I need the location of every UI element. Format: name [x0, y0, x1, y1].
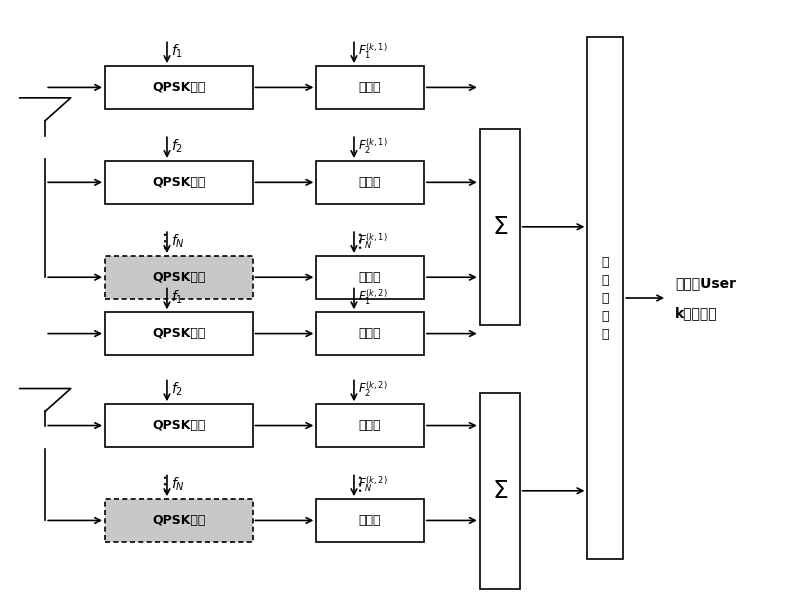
Text: QPSK调制: QPSK调制 — [152, 514, 206, 527]
Text: $f_N$: $f_N$ — [171, 232, 185, 250]
Text: 相关器: 相关器 — [359, 514, 382, 527]
Text: $f_2$: $f_2$ — [171, 381, 183, 398]
Text: $f_2$: $f_2$ — [171, 138, 183, 155]
Bar — [105, 66, 253, 108]
Bar — [105, 161, 253, 204]
Text: QPSK解调: QPSK解调 — [152, 81, 206, 94]
Bar — [316, 404, 424, 447]
Text: $\Sigma$: $\Sigma$ — [491, 479, 508, 503]
Text: $F_{N}^{(k,1)}$: $F_{N}^{(k,1)}$ — [358, 231, 387, 251]
Text: $F_{1}^{(k,2)}$: $F_{1}^{(k,2)}$ — [358, 288, 387, 307]
Text: $F_{2}^{(k,1)}$: $F_{2}^{(k,1)}$ — [358, 136, 387, 156]
Bar — [316, 256, 424, 299]
Text: QPSK解调: QPSK解调 — [152, 327, 206, 340]
Text: $\Sigma$: $\Sigma$ — [491, 215, 508, 239]
Text: $f_N$: $f_N$ — [171, 476, 185, 493]
Bar — [316, 312, 424, 355]
Bar — [316, 499, 424, 542]
Text: 相关器: 相关器 — [359, 327, 382, 340]
Text: 相关器: 相关器 — [359, 419, 382, 432]
Text: 复
用
／
分
集: 复 用 ／ 分 集 — [602, 256, 609, 340]
Bar — [105, 404, 253, 447]
Text: QPSK解调: QPSK解调 — [152, 271, 206, 284]
Bar — [587, 37, 623, 559]
Text: 相关器: 相关器 — [359, 176, 382, 189]
Text: QPSK解调: QPSK解调 — [152, 176, 206, 189]
Text: 恢复的User: 恢复的User — [675, 276, 736, 290]
Bar — [105, 312, 253, 355]
Text: ⋯: ⋯ — [350, 471, 369, 491]
Text: 相关器: 相关器 — [359, 271, 382, 284]
Bar — [105, 256, 253, 299]
Text: QPSK解调: QPSK解调 — [152, 419, 206, 432]
Bar — [480, 393, 519, 589]
Bar — [316, 161, 424, 204]
Text: $f_1$: $f_1$ — [171, 42, 183, 60]
Text: k的数据流: k的数据流 — [675, 306, 718, 320]
Text: $F_{N}^{(k,2)}$: $F_{N}^{(k,2)}$ — [358, 474, 387, 494]
Text: $F_{2}^{(k,2)}$: $F_{2}^{(k,2)}$ — [358, 380, 387, 399]
Text: $f_1$: $f_1$ — [171, 288, 183, 306]
Text: 相关器: 相关器 — [359, 81, 382, 94]
Bar — [105, 499, 253, 542]
Bar — [316, 66, 424, 108]
Text: ⋯: ⋯ — [154, 471, 174, 491]
Bar — [480, 129, 519, 325]
Text: ⋯: ⋯ — [350, 228, 369, 248]
Text: ⋯: ⋯ — [154, 228, 174, 248]
Text: $F_{1}^{(k,1)}$: $F_{1}^{(k,1)}$ — [358, 42, 387, 61]
